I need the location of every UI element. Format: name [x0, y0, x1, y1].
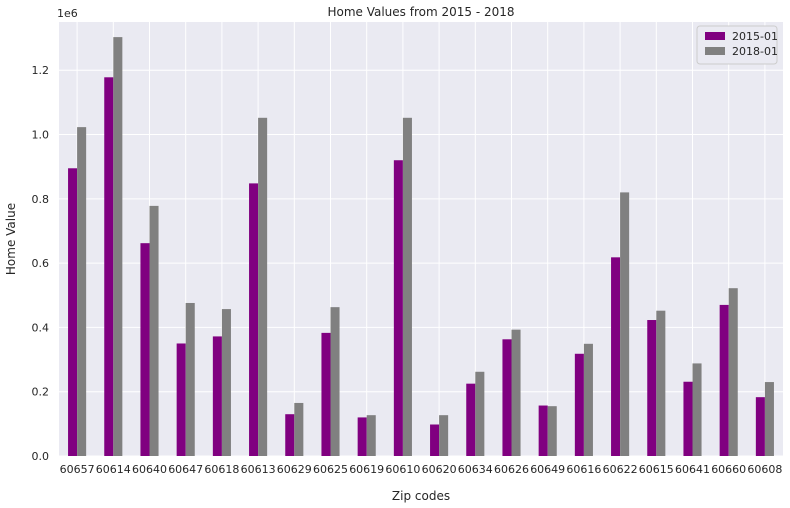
x-tick-label: 60629 [277, 463, 312, 476]
bar-2015-01-60620 [430, 424, 440, 456]
x-tick-label: 60614 [96, 463, 131, 476]
bar-2015-01-60613 [249, 183, 259, 456]
bar-2015-01-60629 [285, 414, 295, 456]
x-tick-label: 60608 [747, 463, 782, 476]
bar-2018-01-60629 [294, 402, 304, 456]
y-offset-label: 1e6 [57, 7, 78, 20]
y-tick-label: 1.0 [32, 129, 50, 142]
x-tick-label: 60625 [313, 463, 348, 476]
x-tick-label: 60657 [60, 463, 95, 476]
bar-2018-01-60634 [475, 371, 485, 456]
legend-swatch [705, 47, 725, 55]
x-tick-label: 60647 [168, 463, 203, 476]
legend-swatch [705, 32, 725, 40]
bar-2015-01-60626 [502, 339, 512, 456]
y-tick-labels: 0.0 0.2 0.4 0.6 0.8 1.0 1.2 [32, 64, 50, 463]
bar-2018-01-60614 [113, 37, 123, 457]
y-tick-label: 0.0 [32, 450, 50, 463]
x-tick-label: 60619 [349, 463, 384, 476]
bar-2018-01-60626 [511, 329, 521, 456]
x-tick-label: 60640 [132, 463, 167, 476]
x-tick-label: 60622 [603, 463, 638, 476]
bar-2015-01-60615 [647, 320, 657, 456]
bar-2018-01-60616 [583, 343, 593, 456]
bar-2015-01-60647 [176, 343, 186, 456]
bar-2018-01-60641 [692, 363, 702, 456]
bar-2018-01-60619 [366, 415, 376, 456]
bar-2015-01-60608 [755, 397, 765, 456]
x-tick-label: 60616 [566, 463, 601, 476]
bar-2018-01-60647 [185, 302, 195, 456]
x-tick-label: 60613 [241, 463, 276, 476]
bar-2015-01-60649 [538, 405, 548, 456]
y-axis-title: Home Value [4, 203, 18, 275]
x-tick-label: 60615 [639, 463, 674, 476]
bar-2018-01-60613 [258, 117, 268, 456]
plot-background [59, 22, 783, 456]
x-tick-label: 60649 [530, 463, 565, 476]
x-tick-label: 60618 [204, 463, 239, 476]
bar-2015-01-60619 [357, 417, 367, 456]
bar-2018-01-60618 [221, 309, 231, 456]
x-axis-title: Zip codes [392, 489, 450, 503]
bars [68, 37, 774, 457]
y-tick-label: 0.4 [32, 321, 50, 334]
x-tick-label: 60626 [494, 463, 529, 476]
bar-2018-01-60657 [77, 127, 87, 456]
chart-title: Home Values from 2015 - 2018 [327, 5, 514, 19]
bar-2018-01-60625 [330, 307, 340, 456]
bar-2018-01-60622 [620, 192, 630, 456]
y-tick-label: 0.6 [32, 257, 50, 270]
x-tick-label: 60634 [458, 463, 493, 476]
bar-2018-01-60608 [764, 382, 774, 456]
bar-2018-01-60649 [547, 406, 557, 456]
bar-2015-01-60616 [574, 353, 584, 456]
bar-2018-01-60610 [402, 117, 412, 456]
bar-2015-01-60640 [140, 243, 150, 456]
y-tick-label: 0.8 [32, 193, 50, 206]
bar-2018-01-60660 [728, 288, 738, 456]
y-tick-label: 1.2 [32, 64, 50, 77]
legend: 2015-01 2018-01 [696, 25, 778, 65]
x-tick-label: 60641 [675, 463, 710, 476]
y-tick-label: 0.2 [32, 386, 50, 399]
bar-2018-01-60640 [149, 205, 159, 456]
bar-2015-01-60660 [719, 304, 729, 456]
legend-label: 2018-01 [732, 45, 778, 58]
x-tick-label: 60660 [711, 463, 746, 476]
bar-2015-01-60622 [611, 257, 621, 456]
bar-2015-01-60614 [104, 77, 114, 457]
bar-2018-01-60620 [439, 415, 449, 456]
bar-2018-01-60615 [656, 310, 666, 456]
legend-label: 2015-01 [732, 30, 778, 43]
bar-2015-01-60618 [212, 336, 222, 456]
x-tick-label: 60610 [385, 463, 420, 476]
x-tick-label: 60620 [422, 463, 457, 476]
x-tick-labels: 60657 60614 60640 60647 60618 60613 60629 60625… [60, 463, 783, 476]
bar-2015-01-60610 [393, 160, 403, 456]
bar-2015-01-60625 [321, 332, 331, 456]
bar-2015-01-60634 [466, 383, 476, 456]
bar-2015-01-60641 [683, 381, 693, 456]
bar-2015-01-60657 [68, 168, 78, 456]
